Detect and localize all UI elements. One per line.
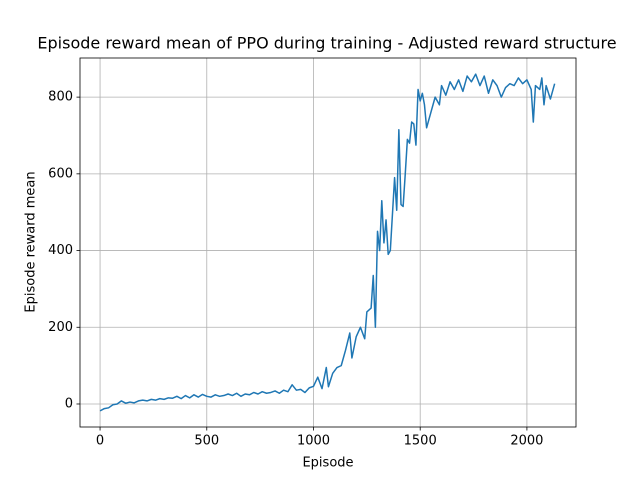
data-line xyxy=(99,73,556,412)
x-tick-label: 1000 xyxy=(297,434,330,449)
y-tick-label: 400 xyxy=(48,243,73,258)
x-tick-label: 0 xyxy=(96,434,104,449)
y-tick-label: 800 xyxy=(48,90,73,105)
y-tick-label: 0 xyxy=(65,396,73,411)
y-tick-label: 600 xyxy=(48,166,73,181)
y-axis-label: Episode reward mean xyxy=(24,171,39,312)
x-tick-label: 500 xyxy=(194,434,219,449)
x-tick-label: 1500 xyxy=(404,434,437,449)
y-tick-label: 200 xyxy=(48,320,73,335)
x-tick-label: 2000 xyxy=(510,434,543,449)
x-axis-label: Episode xyxy=(302,456,353,471)
plot-frame xyxy=(79,57,577,428)
chart-title: Episode reward mean of PPO during traini… xyxy=(37,34,616,53)
